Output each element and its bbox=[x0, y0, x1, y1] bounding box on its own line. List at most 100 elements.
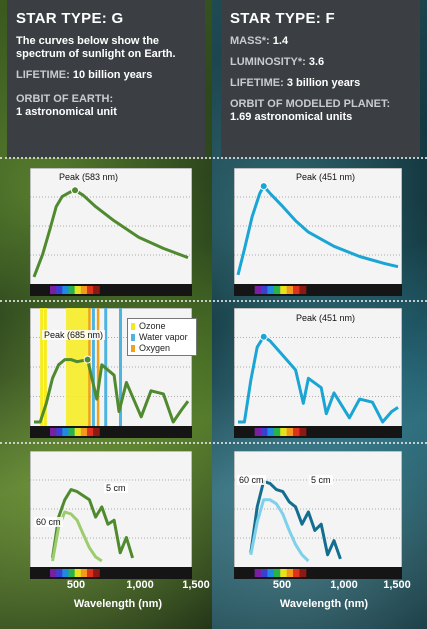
spectrum-color-band bbox=[86, 286, 94, 294]
spectrum-series-line bbox=[238, 335, 399, 424]
spectrum-color-band bbox=[293, 428, 300, 436]
spectrum-color-band bbox=[62, 428, 69, 436]
spectrum-color-band bbox=[254, 428, 262, 436]
spectrum-color-band bbox=[86, 569, 94, 577]
dotted-divider bbox=[0, 442, 427, 444]
g-60cm-label: 60 cm bbox=[34, 517, 63, 527]
spectrum-color-band bbox=[50, 428, 57, 436]
spectrum-color-band bbox=[299, 569, 307, 577]
legend-swatch bbox=[131, 323, 135, 330]
f-60cm-label: 60 cm bbox=[237, 475, 266, 485]
f-luminosity: LUMINOSITY*: 3.6 bbox=[230, 56, 325, 68]
f-star-middle-chart bbox=[234, 308, 402, 438]
g-star-top-chart bbox=[30, 168, 192, 296]
peak-marker bbox=[71, 186, 80, 195]
ozone-absorption-line bbox=[43, 308, 47, 426]
dotted-divider bbox=[0, 157, 427, 159]
spectrum-series-line bbox=[249, 479, 342, 560]
g-star-bottom-chart bbox=[30, 451, 192, 579]
spectrum-color-band bbox=[93, 428, 100, 436]
spectrum-color-band bbox=[68, 286, 76, 294]
spectrum-color-band bbox=[286, 428, 294, 436]
legend-item-oxygen: Oxygen bbox=[131, 343, 193, 354]
spectrum-color-band bbox=[261, 286, 268, 294]
g-xtick-1000: 1,000 bbox=[126, 579, 154, 591]
g-xtick-500: 500 bbox=[66, 579, 86, 591]
ozone-absorption-band bbox=[66, 308, 90, 426]
spectrum-color-band bbox=[286, 286, 294, 294]
f-lifetime: LIFETIME: 3 billion years bbox=[230, 77, 361, 89]
f-xaxis-label: Wavelength (nm) bbox=[279, 598, 369, 610]
spectrum-color-band bbox=[68, 569, 76, 577]
spectrum-color-band bbox=[273, 569, 281, 577]
g-peak-label: Peak (583 nm) bbox=[59, 172, 119, 182]
spectrum-color-band bbox=[280, 428, 288, 436]
spectrum-color-band bbox=[62, 569, 69, 577]
g-star-title: STAR TYPE: G bbox=[16, 10, 124, 27]
spectrum-color-band bbox=[267, 569, 275, 577]
spectrum-color-band bbox=[273, 286, 281, 294]
f-star-top-chart bbox=[234, 168, 402, 296]
spectrum-color-band bbox=[261, 428, 268, 436]
spectrum-color-band bbox=[86, 428, 94, 436]
chart-panel-background bbox=[234, 168, 402, 296]
spectrum-color-band bbox=[80, 286, 88, 294]
spectrum-color-band bbox=[280, 569, 288, 577]
g-desc-line2: spectrum of sunlight on Earth. bbox=[16, 48, 176, 60]
ozone-absorption-line bbox=[40, 308, 44, 426]
g-peak-label-surface: Peak (685 nm) bbox=[42, 330, 106, 340]
spectrum-color-band bbox=[286, 569, 294, 577]
f-mass: MASS*: 1.4 bbox=[230, 35, 289, 47]
peak-marker bbox=[259, 182, 268, 191]
f-star-title: STAR TYPE: F bbox=[230, 10, 335, 27]
spectrum-color-band bbox=[80, 569, 88, 577]
spectrum-color-band bbox=[56, 428, 63, 436]
spectrum-color-band bbox=[56, 569, 63, 577]
spectrum-color-band bbox=[74, 428, 82, 436]
dotted-divider bbox=[0, 300, 427, 302]
f-xtick-500: 500 bbox=[272, 579, 292, 591]
spectrum-series-line bbox=[51, 488, 135, 559]
g-orbit-label: ORBIT OF EARTH: bbox=[16, 93, 114, 105]
water-vapor-absorption-line bbox=[119, 308, 123, 426]
spectrum-color-band bbox=[299, 428, 307, 436]
f-star-header: STAR TYPE: F MASS*: 1.4 LUMINOSITY*: 3.6… bbox=[221, 0, 420, 158]
spectrum-series-line bbox=[34, 358, 190, 424]
f-star-bottom-chart bbox=[234, 451, 402, 579]
f-peak-label: Peak (451 nm) bbox=[296, 172, 356, 182]
spectrum-color-band bbox=[261, 569, 268, 577]
spectrum-color-band bbox=[62, 286, 69, 294]
spectrum-color-band bbox=[293, 286, 300, 294]
absorption-legend: Ozone Water vapor Oxygen bbox=[127, 318, 197, 356]
chart-panel-background bbox=[234, 308, 402, 438]
spectrum-color-band bbox=[50, 286, 57, 294]
chart-panel-background bbox=[30, 451, 192, 579]
water-vapor-absorption-line bbox=[91, 308, 95, 426]
spectrum-color-band bbox=[280, 286, 288, 294]
g-orbit-value: 1 astronomical unit bbox=[16, 106, 117, 118]
spectrum-color-band bbox=[254, 286, 262, 294]
legend-swatch bbox=[131, 345, 135, 352]
spectrum-color-band bbox=[68, 428, 76, 436]
spectrum-color-band bbox=[80, 428, 88, 436]
spectrum-color-band bbox=[299, 286, 307, 294]
spectrum-color-band bbox=[93, 286, 100, 294]
spectrum-color-band bbox=[74, 569, 82, 577]
spectrum-color-band bbox=[50, 569, 57, 577]
f-xtick-1500: 1,500 bbox=[383, 579, 411, 591]
f-orbit-label: ORBIT OF MODELED PLANET: bbox=[230, 98, 391, 110]
legend-swatch bbox=[131, 334, 135, 341]
spectrum-series-line bbox=[249, 498, 310, 563]
oxygen-absorption-line bbox=[96, 308, 100, 426]
f-orbit-value: 1.69 astronomical units bbox=[230, 111, 353, 123]
legend-item-water-vapor: Water vapor bbox=[131, 332, 193, 343]
f-peak-label-surface: Peak (451 nm) bbox=[296, 313, 356, 323]
spectrum-color-band bbox=[267, 428, 275, 436]
chart-panel-background bbox=[234, 451, 402, 579]
spectrum-series-line bbox=[236, 184, 399, 276]
peak-marker bbox=[259, 332, 268, 341]
spectrum-color-band bbox=[293, 569, 300, 577]
f-xtick-1000: 1,000 bbox=[330, 579, 358, 591]
f-5cm-label: 5 cm bbox=[309, 475, 333, 485]
